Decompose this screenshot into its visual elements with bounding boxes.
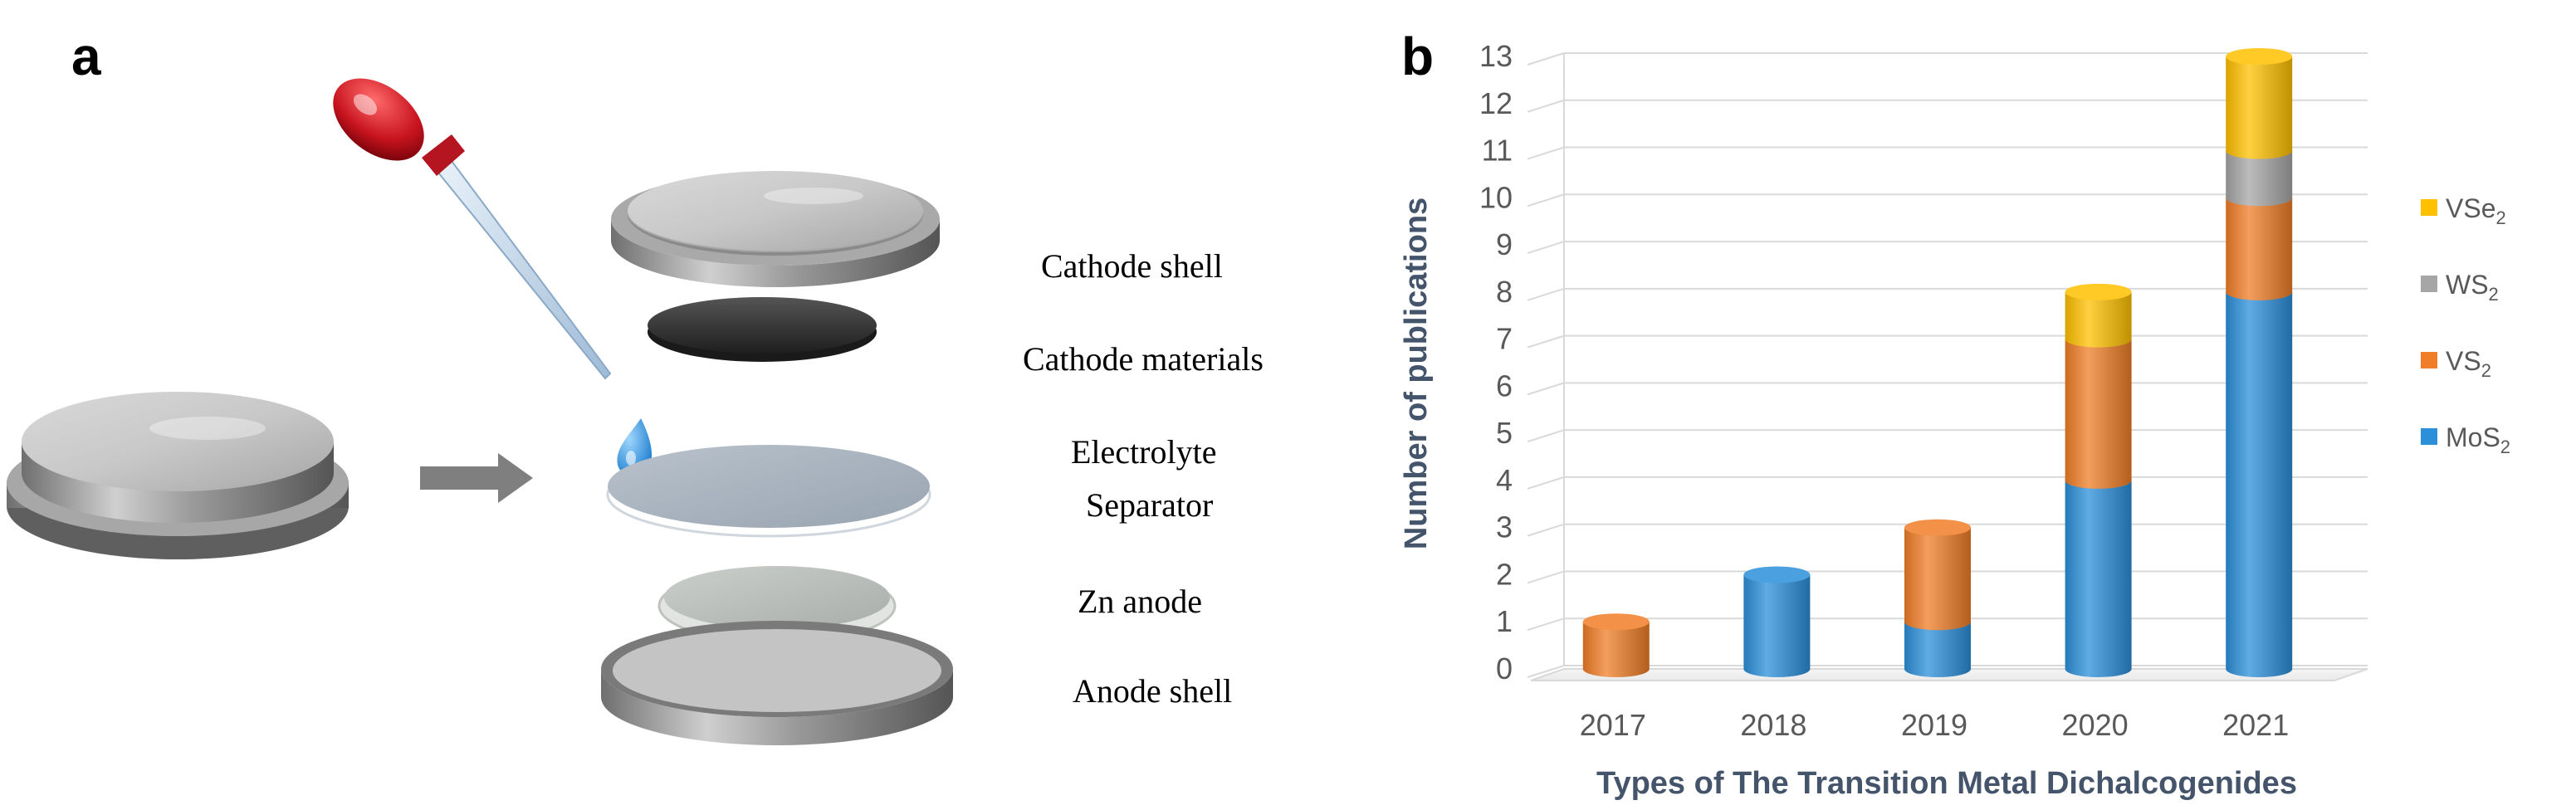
legend-label: VS2 <box>2446 346 2491 381</box>
y-tick-label: 13 <box>1479 39 1513 73</box>
cathode-shell <box>611 171 940 287</box>
bar-body <box>1582 622 1650 677</box>
legend-label: VSe2 <box>2446 193 2506 228</box>
y-tick-label: 2 <box>1496 557 1513 591</box>
x-tick-label: 2019 <box>1901 708 1967 742</box>
bar-body <box>1904 527 1971 631</box>
legend-swatch <box>2421 199 2437 216</box>
bar-2021-VSe2 <box>2226 48 2293 159</box>
assembly-arrow <box>420 453 533 503</box>
bar-body <box>1904 622 1971 677</box>
y-tick-label: 6 <box>1496 368 1513 403</box>
legend-item-MoS2: MoS2 <box>2421 422 2510 457</box>
panel-a: a <box>7 27 1264 745</box>
x-axis-title: Types of The Transition Metal Dichalcoge… <box>1596 766 2297 801</box>
x-tick-label: 2018 <box>1740 708 1806 742</box>
bar-body <box>2065 339 2132 489</box>
y-tick-label: 4 <box>1496 463 1513 497</box>
y-axis-title: Number of publications <box>1399 198 1434 549</box>
bar-body <box>2065 480 2132 677</box>
bar-2021-MoS2 <box>2226 283 2293 677</box>
x-tick-label: 2020 <box>2062 708 2129 742</box>
y-tick-label: 9 <box>1496 227 1513 261</box>
y-tick-label: 0 <box>1496 651 1513 686</box>
y-tick-label: 12 <box>1479 86 1513 120</box>
y-tick-label: 11 <box>1482 134 1513 168</box>
chart-bars <box>1582 48 2293 677</box>
legend-swatch <box>2421 276 2437 292</box>
y-tick-label: 8 <box>1496 275 1513 309</box>
separator-disc <box>606 445 931 538</box>
bar-2021-VS2 <box>2226 189 2293 300</box>
bar-body <box>2226 291 2293 677</box>
label-separator: Separator <box>1086 486 1213 524</box>
y-tick-label: 7 <box>1496 322 1513 356</box>
legend-label: MoS2 <box>2446 422 2510 457</box>
bar-body <box>2065 291 2132 348</box>
legend-item-VSe2: VSe2 <box>2421 193 2506 228</box>
legend-item-WS2: WS2 <box>2421 270 2499 305</box>
cathode-materials-disc <box>648 297 877 362</box>
chart-legend: VSe2 WS2 VS2 MoS2 <box>2421 193 2510 457</box>
label-cathode-materials: Cathode materials <box>1023 340 1264 378</box>
y-tick-label: 3 <box>1496 510 1513 544</box>
bar-cap <box>1582 613 1650 631</box>
bar-body <box>1743 574 1811 677</box>
x-axis-ticks: 2017 2018 2019 2020 2021 <box>1580 708 2289 742</box>
label-zn-anode: Zn anode <box>1078 583 1202 620</box>
x-tick-label: 2021 <box>2222 708 2289 742</box>
panel-a-label: a <box>71 27 101 86</box>
y-tick-label: 1 <box>1496 604 1513 638</box>
legend-label: WS2 <box>2446 270 2499 305</box>
bar-2019-VS2 <box>1904 519 1971 631</box>
bar-2020-VSe2 <box>2065 283 2132 348</box>
bar-cap <box>1904 519 1971 536</box>
assembled-coin-cell <box>7 392 349 559</box>
bar-body <box>2226 150 2293 207</box>
label-anode-shell: Anode shell <box>1073 672 1232 710</box>
anode-shell <box>601 621 953 745</box>
bar-body <box>2226 56 2293 159</box>
bar-cap <box>2065 283 2132 300</box>
bar-cap <box>1743 566 1811 583</box>
bar-body <box>2226 198 2293 300</box>
bar-2020-VS2 <box>2065 330 2132 489</box>
label-cathode-shell: Cathode shell <box>1041 247 1223 285</box>
legend-swatch <box>2421 352 2437 368</box>
bar-2017-VS2 <box>1582 613 1650 677</box>
legend-swatch <box>2421 428 2437 445</box>
bar-cap <box>2226 48 2293 65</box>
y-tick-label: 10 <box>1479 180 1513 214</box>
bar-2018-MoS2 <box>1743 566 1811 677</box>
pipette <box>333 78 612 380</box>
x-tick-label: 2017 <box>1580 708 1646 742</box>
y-tick-label: 5 <box>1496 416 1513 450</box>
label-electrolyte: Electrolyte <box>1071 433 1216 471</box>
panel-b-label: b <box>1401 27 1434 86</box>
bar-2020-MoS2 <box>2065 471 2132 677</box>
legend-item-VS2: VS2 <box>2421 346 2491 381</box>
